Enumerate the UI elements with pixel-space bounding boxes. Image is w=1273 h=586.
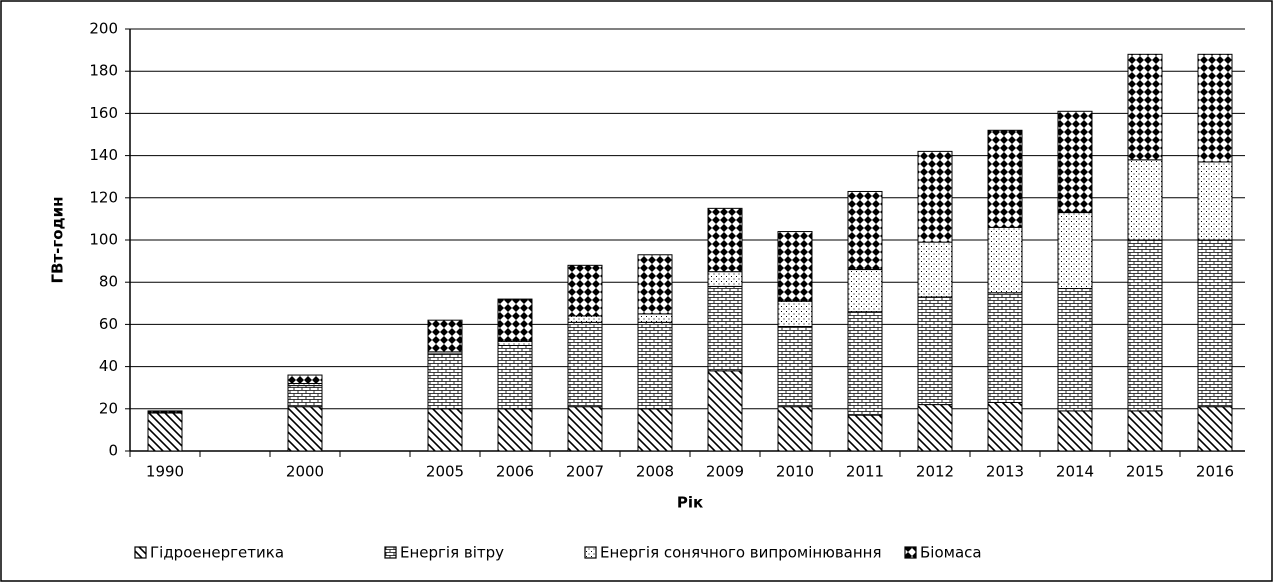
bar-segment bbox=[287, 385, 323, 408]
bar-segment bbox=[287, 374, 323, 384]
bar-segment bbox=[427, 353, 463, 410]
bar-segment bbox=[567, 321, 603, 408]
bar-segment bbox=[917, 296, 953, 406]
bar-segment bbox=[567, 406, 603, 452]
bar-segment bbox=[1127, 53, 1163, 161]
bar-segment bbox=[777, 300, 813, 328]
bar-segment bbox=[497, 340, 533, 346]
bar-segment bbox=[637, 321, 673, 410]
y-tick-label: 200 bbox=[89, 20, 118, 38]
y-tick-label: 40 bbox=[99, 357, 118, 375]
bar-segment bbox=[637, 254, 673, 315]
bar-segment bbox=[567, 264, 603, 317]
bar-segment bbox=[917, 404, 953, 452]
bar-segment bbox=[707, 285, 743, 372]
bar-segment bbox=[497, 298, 533, 342]
bar-segment bbox=[1057, 110, 1093, 214]
bar-segment bbox=[147, 410, 183, 414]
bar-segment bbox=[707, 207, 743, 273]
bar-segment bbox=[497, 408, 533, 452]
bar-segment bbox=[707, 271, 743, 287]
bar-segment bbox=[637, 313, 673, 323]
bar-segment bbox=[427, 319, 463, 353]
bar-segment bbox=[917, 241, 953, 298]
bar-segment bbox=[917, 150, 953, 243]
bar-segment bbox=[1197, 406, 1233, 452]
legend-swatch bbox=[134, 546, 147, 559]
y-axis-title: ГВт-годин bbox=[49, 196, 67, 283]
bar-segment bbox=[1197, 239, 1233, 408]
x-tick-label: 2012 bbox=[916, 463, 954, 481]
x-tick-label: 2016 bbox=[1196, 463, 1234, 481]
x-tick-label: 2007 bbox=[566, 463, 604, 481]
legend-label: Енергія сонячного випромінювання bbox=[600, 544, 881, 562]
bar-segment bbox=[1127, 159, 1163, 241]
y-tick-label: 20 bbox=[99, 399, 118, 417]
bar-segment bbox=[987, 129, 1023, 228]
bar-segment bbox=[427, 408, 463, 452]
x-tick-label: 2011 bbox=[846, 463, 884, 481]
bar-segment bbox=[1057, 288, 1093, 412]
bar-segment bbox=[1127, 410, 1163, 452]
bar-segment bbox=[1127, 239, 1163, 412]
x-axis-title: Рік bbox=[677, 494, 703, 512]
bar-segment bbox=[637, 408, 673, 452]
bar-segment bbox=[1197, 161, 1233, 241]
bar-segment bbox=[707, 370, 743, 452]
y-tick-label: 140 bbox=[89, 146, 118, 164]
bar-segment bbox=[847, 414, 883, 452]
legend-label: Енергія вітру bbox=[400, 544, 504, 562]
x-tick-label: 2008 bbox=[636, 463, 674, 481]
legend-swatch bbox=[584, 546, 597, 559]
x-tick-label: 2015 bbox=[1126, 463, 1164, 481]
bar-segment bbox=[497, 345, 533, 410]
legend-swatch bbox=[904, 546, 917, 559]
bar-segment bbox=[847, 190, 883, 271]
legend-label: Біомаса bbox=[920, 544, 982, 562]
x-tick-label: 2009 bbox=[706, 463, 744, 481]
bar-segment bbox=[287, 406, 323, 452]
legend-label: Гідроенергетика bbox=[150, 544, 284, 562]
y-tick-label: 80 bbox=[99, 273, 118, 291]
bar-segment bbox=[1057, 410, 1093, 452]
y-tick-label: 120 bbox=[89, 188, 118, 206]
bar-segment bbox=[147, 412, 183, 452]
y-tick-label: 160 bbox=[89, 104, 118, 122]
x-tick-label: 2010 bbox=[776, 463, 814, 481]
x-tick-label: 2014 bbox=[1056, 463, 1094, 481]
bar-segment bbox=[777, 231, 813, 302]
x-tick-label: 2006 bbox=[496, 463, 534, 481]
x-tick-label: 2000 bbox=[286, 463, 324, 481]
bar-segment bbox=[987, 292, 1023, 403]
bar-segment bbox=[847, 311, 883, 416]
y-tick-label: 180 bbox=[89, 62, 118, 80]
legend-swatch bbox=[384, 546, 397, 559]
bar-segment bbox=[1197, 53, 1233, 163]
bar-segment bbox=[987, 226, 1023, 294]
y-tick-label: 100 bbox=[89, 231, 118, 249]
bar-segment bbox=[847, 269, 883, 313]
x-tick-label: 2013 bbox=[986, 463, 1024, 481]
x-tick-label: 2005 bbox=[426, 463, 464, 481]
bar-segment bbox=[777, 326, 813, 408]
bar-segment bbox=[567, 315, 603, 323]
y-tick-label: 0 bbox=[108, 442, 118, 460]
y-tick-label: 60 bbox=[99, 315, 118, 333]
bar-segment bbox=[777, 406, 813, 452]
bar-segment bbox=[1057, 212, 1093, 290]
bar-segment bbox=[987, 401, 1023, 452]
x-tick-label: 1990 bbox=[146, 463, 184, 481]
